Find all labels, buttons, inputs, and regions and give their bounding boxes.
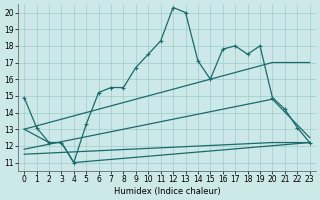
- X-axis label: Humidex (Indice chaleur): Humidex (Indice chaleur): [114, 187, 220, 196]
